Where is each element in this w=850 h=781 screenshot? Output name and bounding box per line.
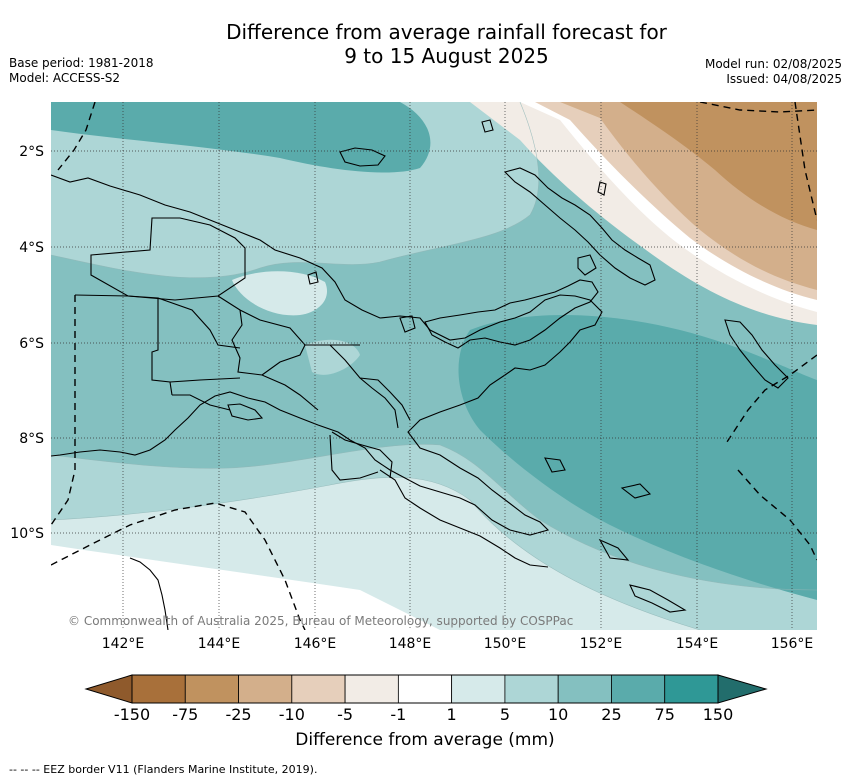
eez-legend-text: -- -- -- EEZ border V11 (Flanders Marine… [9,763,318,776]
copyright-text: © Commonwealth of Australia 2025, Bureau… [68,614,574,628]
lon-label-154e: 154°E [676,636,719,652]
patch-central-light [305,339,360,375]
band-25-75-nw [51,102,431,173]
model-text: Model: ACCESS-S2 [9,71,121,85]
graticule [51,102,817,630]
map-title: Difference from average rainfall forecas… [0,20,850,68]
lat-label-8s: 8°S [19,431,44,447]
provincial-borders [74,217,411,481]
lat-label-10s: 10°S [10,526,44,542]
meta-right: Model run: 02/08/2025 Issued: 04/08/2025 [705,57,842,87]
lon-label-156e: 156°E [771,636,814,652]
band-25-75-se [458,315,817,600]
eez-borders [51,102,817,630]
colorbar-tick-label: 1 [447,705,457,724]
colorbar-segment [238,674,293,704]
colorbar-tick-label: -25 [225,705,251,724]
model-run-text: Model run: 02/08/2025 [704,57,842,71]
colorbar-segment [611,674,666,704]
issued-text: Issued: 04/08/2025 [726,72,842,86]
colorbar-tick-label: -10 [279,705,305,724]
band-near-normal-sw [51,545,440,630]
colorbar-tick-label: 75 [655,705,675,724]
colorbar-segment [451,674,506,704]
title-line-1: Difference from average rainfall forecas… [226,20,667,44]
base-period-text: Base period: 1981-2018 [9,56,154,70]
colorbar-tick-label: -1 [390,705,406,724]
colorbar-under-arrow [84,674,133,704]
colorbar-tick-label: -5 [337,705,353,724]
lon-label-142e: 142°E [102,636,145,652]
colorbar [84,674,768,704]
title-line-2: 9 to 15 August 2025 [344,44,549,68]
colorbar-segment [397,674,453,704]
colorbar-segments [131,674,719,704]
band-minus25-minus75 [620,102,817,230]
lon-label-148e: 148°E [389,636,432,652]
colorbar-tick-label: 150 [703,705,734,724]
lon-label-146e: 146°E [294,636,337,652]
colorbar-tick-label: -75 [172,705,198,724]
colorbar-segment [664,674,719,704]
colorbar-tick-label: 10 [548,705,568,724]
lat-tick-labels: 2°S 4°S 6°S 8°S 10°S [10,144,44,542]
colorbar-tick-label: 5 [500,705,510,724]
meta-left: Base period: 1981-2018 Model: ACCESS-S2 [9,56,154,86]
colorbar-tick-labels: -150 -75 -25 -10 -5 -1 1 5 10 25 75 150 [114,705,733,724]
colorbar-segment [344,674,399,704]
lat-label-4s: 4°S [19,240,44,256]
patch-highlands-light [232,271,328,316]
lat-label-2s: 2°S [19,144,44,160]
colorbar-label: Difference from average (mm) [295,730,555,750]
colorbar-tick-label: 25 [601,705,621,724]
colorbar-frame [131,674,719,704]
lat-label-6s: 6°S [19,336,44,352]
colorbar-segment [291,674,346,704]
colorbar-segment [557,674,612,704]
rainfall-field [51,102,817,630]
colorbar-segment [184,674,239,704]
lon-label-152e: 152°E [580,636,623,652]
colorbar-segment [131,674,186,704]
lon-tick-labels: 142°E 144°E 146°E 148°E 150°E 152°E 154°… [102,636,814,652]
lon-label-150e: 150°E [484,636,527,652]
colorbar-tick-label: -150 [114,705,150,724]
coastlines [51,119,789,630]
colorbar-segment [504,674,559,704]
colorbar-over-arrow [717,674,768,704]
lon-label-144e: 144°E [198,636,241,652]
